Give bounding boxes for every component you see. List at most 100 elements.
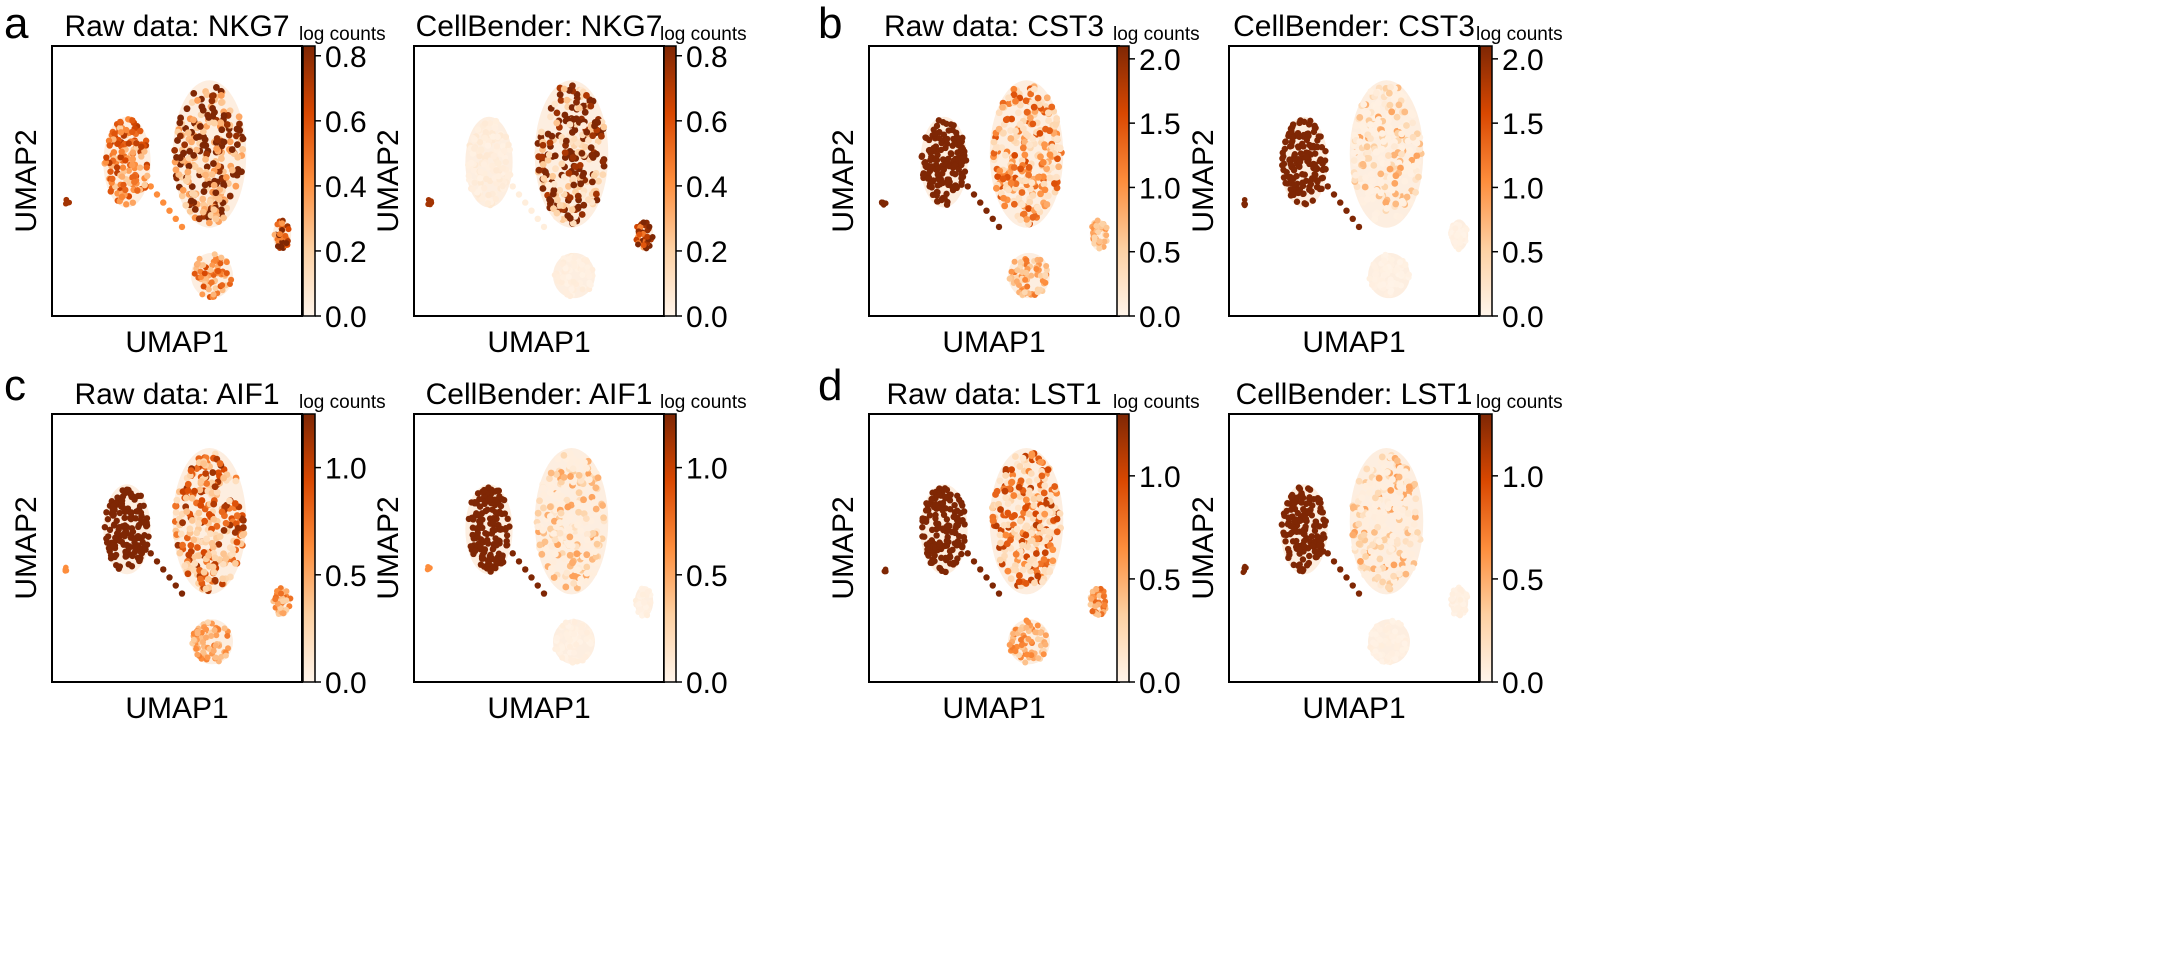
point: [983, 207, 990, 214]
point: [574, 500, 581, 507]
point: [1388, 545, 1396, 553]
point: [196, 123, 204, 130]
point: [1007, 575, 1015, 583]
point: [211, 483, 219, 491]
point: [1028, 179, 1036, 187]
point: [539, 141, 547, 149]
point: [999, 103, 1006, 111]
point: [1018, 189, 1026, 196]
point: [1389, 476, 1396, 483]
point: [1042, 499, 1050, 507]
point: [539, 185, 547, 192]
point: [229, 546, 237, 554]
point: [560, 173, 568, 181]
point: [499, 165, 507, 172]
point: [1393, 113, 1401, 121]
point: [1375, 118, 1383, 126]
plot-frame: [51, 413, 303, 683]
point: [553, 470, 560, 478]
point: [1039, 173, 1047, 181]
point: [1025, 478, 1033, 485]
point: [1411, 513, 1419, 521]
point: [1403, 645, 1410, 652]
point: [1302, 500, 1310, 508]
point: [540, 223, 548, 231]
point: [129, 552, 136, 560]
point: [1377, 189, 1385, 197]
point: [125, 167, 132, 174]
point: [931, 557, 938, 565]
point: [1039, 277, 1046, 284]
x-axis-label: UMAP1: [942, 326, 1045, 359]
point: [1370, 553, 1378, 560]
point: [274, 243, 281, 250]
point: [955, 154, 962, 161]
point: [1048, 103, 1056, 111]
point: [1051, 483, 1059, 490]
point: [199, 639, 206, 646]
point: [1411, 534, 1419, 542]
point: [595, 177, 602, 185]
point: [172, 502, 179, 510]
point: [1310, 128, 1318, 136]
point: [202, 470, 210, 477]
point: [564, 503, 572, 511]
point: [1401, 640, 1408, 647]
point: [1449, 591, 1456, 598]
point: [1005, 100, 1013, 108]
point: [471, 179, 478, 186]
point: [1008, 268, 1015, 275]
point: [1381, 257, 1388, 264]
point: [1457, 610, 1464, 617]
point: [113, 164, 121, 171]
point: [228, 146, 236, 153]
point: [929, 191, 937, 199]
point: [129, 161, 136, 169]
point: [551, 536, 559, 544]
point: [220, 112, 228, 119]
point: [1043, 94, 1051, 102]
point: [118, 497, 126, 504]
point: [194, 630, 201, 637]
point: [1293, 172, 1300, 180]
point: [1319, 174, 1327, 182]
point: [1391, 628, 1398, 635]
point: [118, 148, 125, 155]
point: [1042, 271, 1049, 278]
point: [546, 503, 554, 511]
point: [1294, 129, 1302, 137]
point: [919, 533, 926, 540]
point: [222, 173, 230, 181]
y-axis-label: UMAP2: [10, 496, 43, 599]
point: [1018, 201, 1026, 209]
point: [1022, 130, 1030, 138]
point: [1010, 630, 1017, 637]
point: [1362, 553, 1370, 560]
point: [1299, 171, 1306, 178]
point: [1015, 109, 1022, 117]
scatter-points: [1241, 80, 1470, 299]
point: [1096, 245, 1103, 252]
point: [203, 626, 210, 633]
point: [200, 283, 207, 290]
x-axis-label: UMAP1: [1302, 326, 1405, 359]
point: [103, 154, 110, 161]
point: [142, 137, 150, 144]
point: [1099, 220, 1106, 227]
point: [583, 464, 591, 472]
point: [556, 529, 564, 537]
point: [177, 530, 185, 538]
point: [1294, 509, 1302, 517]
point: [1367, 547, 1375, 555]
point: [212, 642, 219, 649]
point: [943, 120, 950, 127]
point: [1036, 560, 1044, 568]
point: [1408, 564, 1416, 572]
point: [483, 175, 490, 183]
point: [1392, 172, 1400, 180]
y-axis-label: UMAP2: [827, 129, 860, 232]
point: [1010, 85, 1018, 93]
point: [1463, 592, 1470, 599]
point: [964, 183, 971, 190]
point: [1295, 189, 1302, 197]
